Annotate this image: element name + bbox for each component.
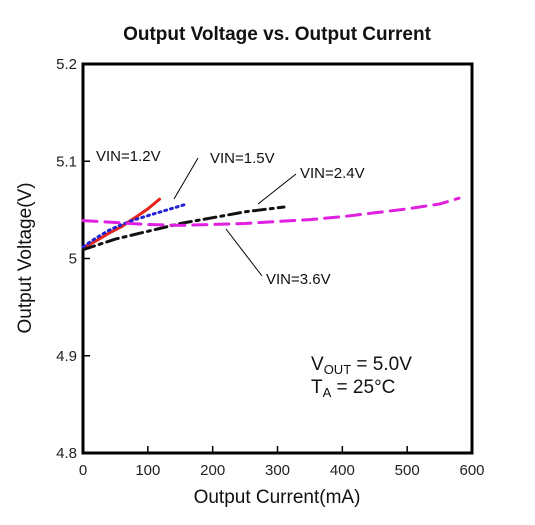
- x-tick-label: 300: [265, 462, 290, 479]
- callout-line-vin-3-6: [225, 228, 263, 277]
- x-tick-label: 200: [200, 462, 225, 479]
- x-axis-ticks: 0 100 200 300 400 500 600: [79, 446, 485, 479]
- x-tick-label: 600: [459, 462, 484, 479]
- y-tick-label: 4.8: [56, 445, 77, 462]
- x-axis-label: Output Current(mA): [194, 487, 361, 508]
- callout-line-vin-1-5: [173, 157, 199, 200]
- plot-frame: [81, 62, 474, 455]
- condition-ta: TA = 25°C: [311, 377, 395, 400]
- x-tick-label: 100: [135, 462, 160, 479]
- y-tick-label: 4.9: [56, 348, 77, 365]
- series-line-4: [81, 196, 461, 227]
- chart-title: Output Voltage vs. Output Current: [123, 24, 432, 45]
- series-layer: [81, 196, 461, 252]
- y-tick-label: 5.1: [56, 153, 77, 170]
- series-line-1: [81, 197, 161, 250]
- y-tick-label: 5.2: [56, 56, 77, 73]
- y-axis-label: Output Voltage(V): [15, 182, 36, 333]
- y-tick-label: 5: [69, 251, 77, 268]
- y-axis-ticks: 4.8 4.9 5 5.1 5.2: [56, 56, 90, 462]
- x-tick-label: 0: [79, 462, 87, 479]
- annotation-vin-1-2: VIN=1.2V: [96, 148, 161, 165]
- annotation-vin-2-4: VIN=2.4V: [300, 165, 365, 182]
- series-line-3: [81, 205, 286, 252]
- annotation-vin-1-5: VIN=1.5V: [210, 150, 275, 167]
- annotation-vin-3-6: VIN=3.6V: [266, 271, 331, 288]
- series-line-2: [81, 202, 189, 249]
- x-tick-label: 500: [395, 462, 420, 479]
- callout-line-vin-2-4: [257, 173, 297, 205]
- x-tick-label: 400: [330, 462, 355, 479]
- condition-vout: VOUT = 5.0V: [311, 354, 412, 377]
